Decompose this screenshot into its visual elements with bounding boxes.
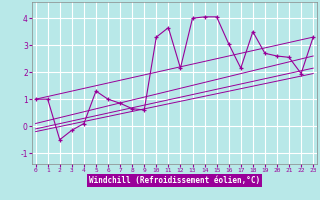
X-axis label: Windchill (Refroidissement éolien,°C): Windchill (Refroidissement éolien,°C) xyxy=(89,176,260,185)
